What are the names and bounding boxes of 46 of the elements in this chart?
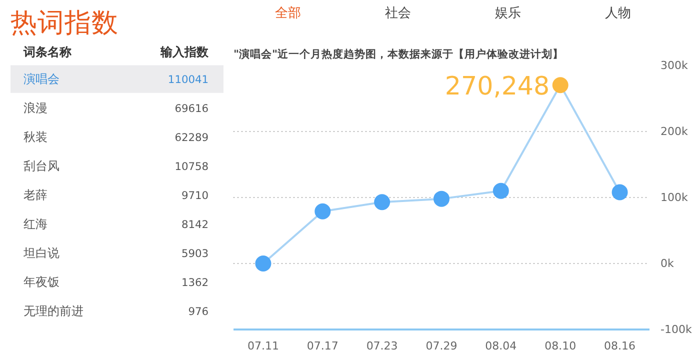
category-label: 坦白说: [22, 246, 60, 260]
x-tick-label: 07.23: [366, 340, 398, 352]
category-label: 演唱会: [23, 72, 60, 86]
category-label: 年夜饭: [23, 275, 60, 290]
point: [374, 194, 390, 210]
point: [255, 256, 272, 272]
data-label: 8142: [181, 218, 209, 232]
y-tick-label: 100k: [660, 191, 688, 204]
data-label: 62289: [174, 131, 209, 144]
data-label: 110041: [168, 72, 209, 86]
point: [314, 203, 331, 220]
x-tick-label: 08.04: [485, 340, 517, 352]
x-tick-label: 07.17: [306, 340, 338, 352]
data-label: 1362: [181, 276, 209, 290]
data-label: 270,248: [444, 70, 550, 101]
text: 词条名称: [22, 45, 72, 60]
category-label: 秋装: [23, 130, 48, 144]
data-label: 5903: [181, 247, 209, 260]
data-label: 69616: [174, 102, 209, 115]
text: 热词指数: [10, 8, 118, 38]
y-tick-label: 300k: [660, 59, 688, 72]
category-label: 红海: [23, 217, 48, 232]
text: 人物: [604, 5, 632, 23]
data-label: 9710: [181, 189, 209, 202]
y-tick-label: -100k: [660, 323, 692, 336]
x-tick-label: 08.16: [604, 340, 636, 352]
text: 全部: [274, 5, 302, 23]
text: 输入指数: [160, 45, 210, 60]
y-tick-label: 200k: [660, 125, 688, 138]
x-tick-label: 08.10: [544, 340, 576, 352]
category-label: 老薛: [23, 188, 48, 202]
y-tick-label: 0k: [660, 257, 674, 270]
point: [434, 190, 450, 207]
chart-title: "演唱会"近一个月热度趋势图，本数据来源于【用户体验改进计划】: [234, 48, 564, 60]
point: [552, 77, 568, 94]
category-label: 无理的前进: [23, 304, 84, 318]
point: [492, 182, 509, 199]
category-label: 浪漫: [23, 100, 48, 115]
text: 娱乐: [494, 5, 522, 23]
x-tick-label: 07.11: [247, 340, 279, 352]
data-label: 10758: [174, 160, 209, 174]
text: 社会: [384, 5, 412, 23]
x-tick-label: 07.29: [426, 340, 458, 352]
category-label: 刮台风: [23, 159, 60, 174]
data-label: 976: [188, 305, 209, 318]
point: [612, 184, 628, 200]
